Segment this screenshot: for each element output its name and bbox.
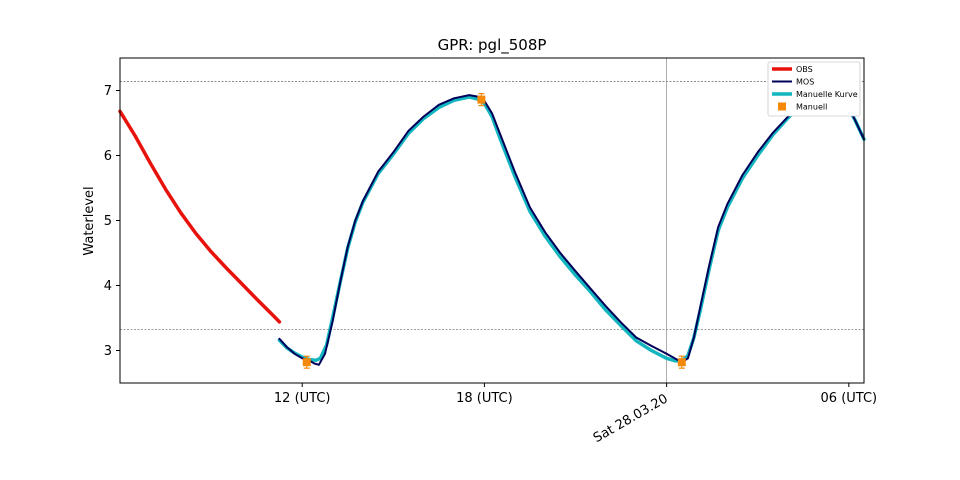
series-line-obs bbox=[118, 109, 282, 324]
x-tick-label-3: 06 (UTC) bbox=[821, 391, 878, 406]
plot-frame bbox=[119, 57, 865, 384]
y-axis-ticks: 3 4 5 6 7 bbox=[104, 84, 120, 359]
manual-point-0 bbox=[302, 358, 311, 367]
series-line-manuelle-kurve bbox=[277, 93, 866, 363]
legend-label-0: OBS bbox=[796, 65, 813, 74]
chart-title: GPR: pgl_508P bbox=[438, 36, 547, 55]
y-tick-label-6: 6 bbox=[104, 149, 112, 164]
plot-area bbox=[118, 58, 866, 383]
series-line-mos bbox=[278, 92, 865, 366]
legend: OBS MOS Manuelle Kurve Manuell bbox=[767, 61, 861, 117]
legend-swatch-3 bbox=[778, 102, 786, 111]
legend-box bbox=[767, 61, 861, 117]
x-tick-label-1: 18 (UTC) bbox=[456, 391, 513, 406]
y-tick-label-4: 4 bbox=[104, 279, 112, 294]
legend-label-3: Manuell bbox=[796, 103, 827, 112]
manual-point-2 bbox=[677, 358, 686, 367]
y-tick-label-7: 7 bbox=[104, 84, 112, 99]
x-tick-label-0: 12 (UTC) bbox=[274, 391, 331, 406]
legend-entries: OBS MOS Manuelle Kurve Manuell bbox=[772, 65, 858, 112]
x-axis-ticks: 12 (UTC) 18 (UTC) Sat 28.03.20 06 (UTC) bbox=[274, 383, 877, 446]
series-layer bbox=[118, 92, 866, 366]
reference-lines bbox=[120, 58, 864, 383]
manual-point-1 bbox=[477, 95, 486, 104]
manual-markers bbox=[302, 87, 852, 369]
legend-label-1: MOS bbox=[796, 78, 814, 87]
legend-label-2: Manuelle Kurve bbox=[796, 90, 858, 99]
y-tick-label-5: 5 bbox=[104, 214, 112, 229]
y-tick-label-3: 3 bbox=[104, 344, 112, 359]
y-axis-label: Waterlevel bbox=[82, 186, 97, 255]
x-tick-label-2: Sat 28.03.20 bbox=[591, 391, 671, 446]
